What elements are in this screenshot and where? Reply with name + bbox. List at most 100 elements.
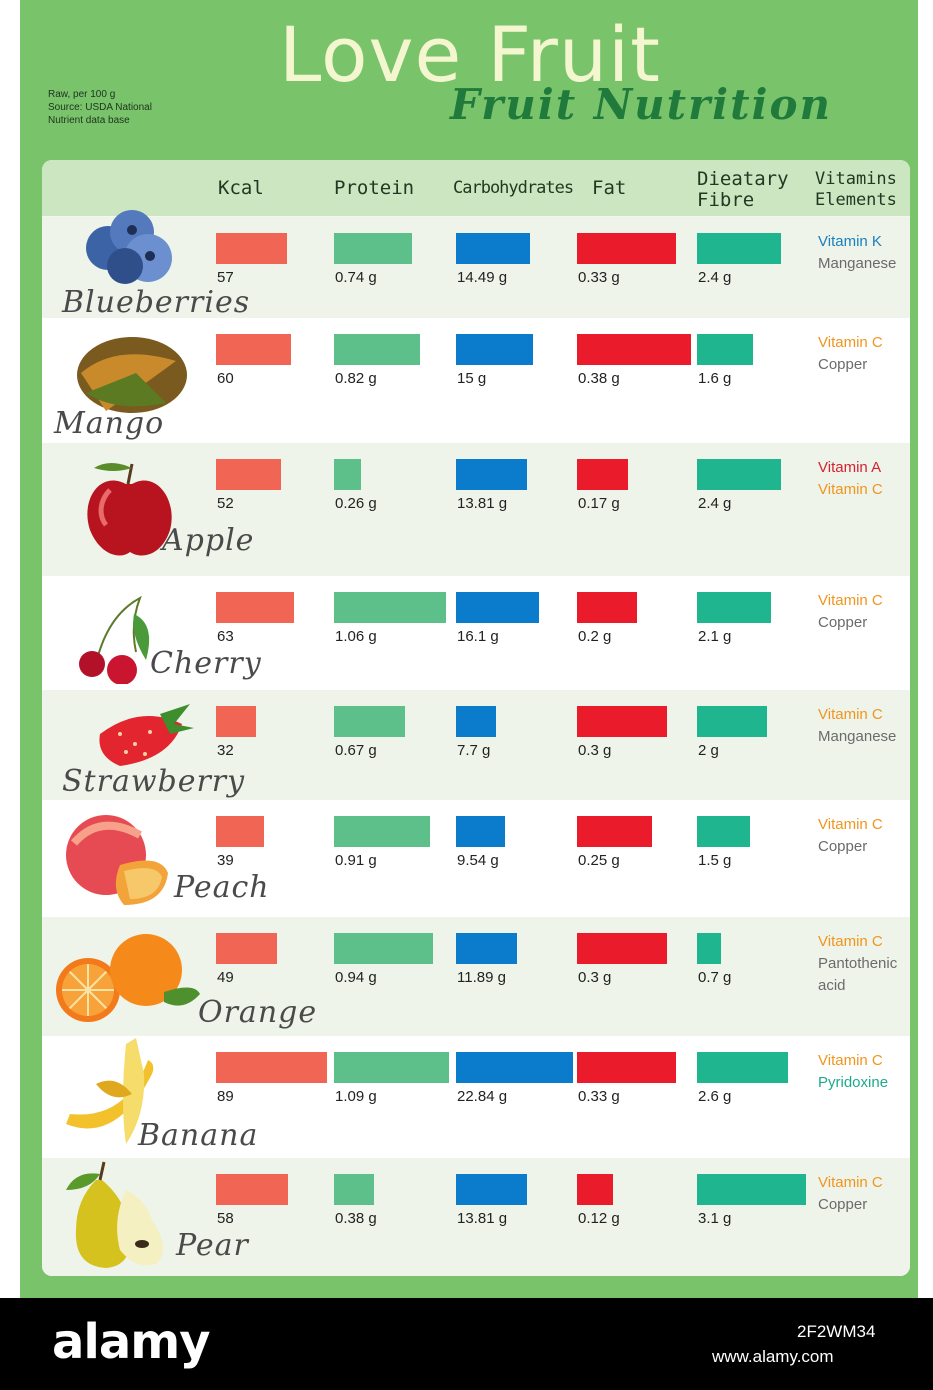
table-row: Apple 52 0.26 g 13.81 g 0.17 g 2.4 g Vitamin A… (42, 443, 910, 576)
header-carbohydrates: Carbohydrates (453, 178, 574, 198)
site-url: www.alamy.com (712, 1347, 834, 1366)
peach-icon (66, 815, 168, 905)
header-kcal: Kcal (218, 177, 264, 199)
vitamin-label: Copper (818, 356, 868, 373)
fibre-bar (697, 233, 781, 264)
fat-value: 0.2 g (578, 628, 612, 645)
fat-bar (577, 933, 667, 964)
banana-icon (66, 1038, 154, 1144)
cherry-icon (79, 595, 150, 684)
fibre-bar (697, 816, 750, 847)
fibre-bar (697, 459, 781, 490)
protein-bar (334, 459, 361, 490)
vitamin-label: Copper (818, 838, 868, 855)
fat-value: 0.12 g (578, 1210, 620, 1227)
protein-bar (334, 592, 446, 623)
protein-value: 0.74 g (335, 269, 377, 286)
fat-bar (577, 1052, 676, 1083)
fibre-bar (697, 933, 721, 964)
fat-value: 0.33 g (578, 269, 620, 286)
fibre-bar (697, 706, 767, 737)
protein-value: 0.38 g (335, 1210, 377, 1227)
carbs-value: 9.54 g (457, 852, 499, 869)
strawberry-icon (99, 704, 194, 766)
fibre-bar (697, 1052, 788, 1083)
carbs-value: 14.49 g (457, 269, 508, 286)
fibre-value: 3.1 g (698, 1210, 732, 1227)
carbs-bar (456, 816, 505, 847)
fibre-bar (697, 1174, 806, 1205)
kcal-bar (216, 1174, 288, 1205)
fat-value: 0.33 g (578, 1088, 620, 1105)
vitamin-label: Manganese (818, 255, 897, 272)
kcal-value: 57 (217, 269, 234, 286)
fibre-value: 2.6 g (698, 1088, 732, 1105)
protein-value: 1.09 g (335, 1088, 377, 1105)
header-fat: Fat (592, 177, 627, 199)
protein-bar (334, 1174, 374, 1205)
poster-subtitle: Fruit Nutrition (450, 80, 833, 129)
fruit-name: Banana (138, 1118, 259, 1153)
carbs-bar (456, 459, 527, 490)
mango-icon (77, 337, 187, 413)
carbs-value: 7.7 g (457, 742, 491, 759)
protein-value: 1.06 g (335, 628, 377, 645)
kcal-bar (216, 592, 294, 623)
protein-bar (334, 334, 420, 365)
table-row: Peach 39 0.91 g 9.54 g 0.25 g 1.5 g Vitamin C C… (42, 800, 910, 917)
table-row: Pear 58 0.38 g 13.81 g 0.12 g 3.1 g Vitamin C C… (42, 1158, 910, 1276)
fat-value: 0.3 g (578, 742, 612, 759)
carbs-value: 13.81 g (457, 1210, 508, 1227)
watermark-footer (0, 1298, 933, 1390)
fibre-value: 0.7 g (698, 969, 732, 986)
source-note: Raw, per 100 g Source: USDA National Nut… (48, 88, 152, 127)
vitamin-label: Vitamin C (818, 334, 883, 351)
carbs-bar (456, 933, 517, 964)
vitamin-label: Vitamin C (818, 592, 883, 609)
kcal-bar (216, 334, 291, 365)
table-row: Orange 49 0.94 g 11.89 g 0.3 g 0.7 g Vitamin C… (42, 917, 910, 1036)
header-protein: Protein (334, 177, 415, 199)
fat-bar (577, 459, 628, 490)
kcal-bar (216, 706, 256, 737)
kcal-value: 60 (217, 370, 234, 387)
kcal-bar (216, 1052, 327, 1083)
vitamin-label: acid (818, 977, 846, 994)
fat-bar (577, 816, 652, 847)
fat-bar (577, 706, 667, 737)
vitamin-label: Pyridoxine (818, 1074, 889, 1091)
table-row: Strawberry 32 0.67 g 7.7 g 0.3 g 2 g Vitamin C… (42, 690, 910, 800)
vitamin-label: Vitamin A (818, 459, 882, 476)
carbs-bar (456, 1052, 573, 1083)
fruit-name: Mango (54, 406, 165, 441)
fruit-name: Blueberries (62, 285, 251, 320)
header-vitamins: Vitamins Elements (815, 169, 897, 210)
fat-bar (577, 233, 676, 264)
vitamin-label: Vitamin C (818, 481, 883, 498)
fat-value: 0.3 g (578, 969, 612, 986)
note-line: Nutrient data base (48, 115, 130, 126)
fruit-name: Apple (162, 523, 255, 558)
carbs-value: 16.1 g (457, 628, 499, 645)
kcal-value: 52 (217, 495, 234, 512)
vitamin-label: Vitamin C (818, 1174, 883, 1191)
fruit-name: Peach (174, 870, 270, 905)
carbs-bar (456, 334, 533, 365)
fibre-value: 2.4 g (698, 495, 732, 512)
fibre-value: 2.4 g (698, 269, 732, 286)
orange-icon (56, 934, 200, 1022)
vitamin-label: Vitamin C (818, 933, 883, 950)
vitamin-label: Copper (818, 614, 868, 631)
vitamin-label: Vitamin C (818, 706, 883, 723)
carbs-value: 11.89 g (457, 969, 506, 986)
vitamin-label: Copper (818, 1196, 868, 1213)
poster: Love Fruit Fruit Nutrition Raw, per 100 … (20, 0, 918, 1298)
fruit-name: Orange (198, 995, 318, 1030)
fibre-bar (697, 592, 771, 623)
kcal-value: 39 (217, 852, 234, 869)
protein-value: 0.26 g (335, 495, 377, 512)
vitamin-label: Vitamin K (818, 233, 882, 250)
kcal-value: 58 (217, 1210, 234, 1227)
fibre-bar (697, 334, 753, 365)
image-id: 2F2WM34 (797, 1322, 876, 1341)
